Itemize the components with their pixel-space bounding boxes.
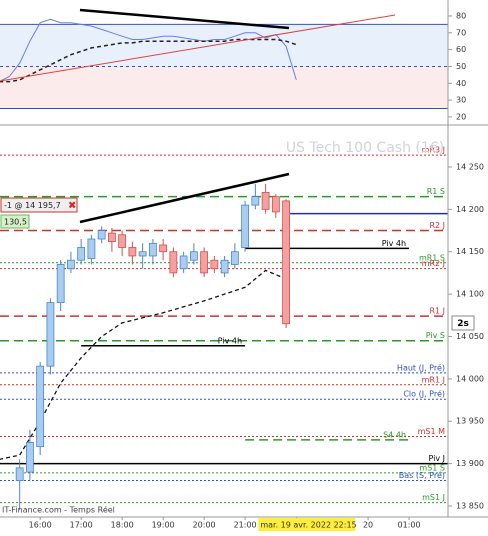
candle-body bbox=[148, 242, 157, 257]
chart-title: US Tech 100 Cash (1€) bbox=[286, 140, 444, 156]
moving-average bbox=[0, 269, 287, 460]
candle-body bbox=[67, 259, 75, 270]
position-box[interactable] bbox=[0, 197, 78, 213]
level-label: Piv 4h bbox=[382, 239, 406, 248]
position-label[interactable]: -1 @ 14 195,7 bbox=[4, 201, 61, 210]
x-tick-label: 19:00 bbox=[152, 521, 175, 530]
candle-body bbox=[26, 442, 34, 473]
candle-body bbox=[36, 365, 45, 448]
level-label: mR1 J bbox=[422, 375, 445, 384]
level-label: mS1 M bbox=[418, 427, 446, 436]
level-label: R1 J bbox=[429, 307, 445, 316]
x-tick-label: 20 bbox=[363, 521, 373, 530]
level-label: Clo (J, Pré) bbox=[403, 389, 445, 399]
candle-body bbox=[138, 251, 147, 257]
y-tick-label: 70 bbox=[456, 28, 466, 37]
price-trendline bbox=[79, 172, 290, 224]
close-icon[interactable]: ✖ bbox=[68, 201, 76, 212]
y-tick-label: 13 900 bbox=[456, 459, 484, 468]
level-label: Piv J bbox=[428, 454, 445, 463]
candle-body bbox=[261, 192, 270, 210]
level-label: mR2 J bbox=[422, 259, 445, 268]
y-tick-label: 50 bbox=[456, 62, 466, 71]
candle-body bbox=[77, 247, 86, 261]
rsi-upper-zone bbox=[0, 25, 448, 67]
candle-body bbox=[118, 234, 127, 248]
countdown-label: 2s bbox=[457, 319, 469, 329]
x-tick-label: 18:00 bbox=[111, 521, 134, 530]
y-tick-label: 30 bbox=[456, 96, 466, 105]
level-label: Bas (S, Pré) bbox=[399, 470, 445, 480]
candle-body bbox=[46, 302, 55, 367]
rsi-lower-zone bbox=[0, 67, 448, 108]
candle-body bbox=[230, 251, 239, 265]
y-tick-label: 13 950 bbox=[456, 417, 484, 426]
candle-body bbox=[87, 238, 96, 259]
candle-body bbox=[169, 251, 178, 274]
rsi-divergence-line bbox=[79, 8, 290, 30]
y-tick-label: 14 150 bbox=[456, 247, 484, 256]
candle-body bbox=[200, 251, 209, 274]
pnl-box bbox=[0, 214, 30, 229]
candle-body bbox=[210, 259, 219, 270]
candle-body bbox=[107, 232, 116, 242]
candle-body bbox=[271, 196, 280, 213]
y-tick-label: 20 bbox=[456, 112, 466, 121]
y-tick-label: 14 050 bbox=[456, 332, 484, 341]
level-label: R1 S bbox=[427, 187, 445, 196]
rsi-trendline bbox=[0, 14, 396, 82]
x-tick-label: 17:00 bbox=[70, 521, 93, 530]
y-tick-label: 60 bbox=[456, 45, 466, 54]
x-tick-label: 01:00 bbox=[398, 521, 421, 530]
level-label: mS1 S bbox=[419, 463, 445, 472]
x-tick-highlight bbox=[258, 518, 356, 531]
x-tick-label: 16:00 bbox=[29, 521, 52, 530]
level-label: Piv S bbox=[426, 331, 445, 340]
source-label: IT-Finance.com - Temps Réel bbox=[2, 505, 115, 515]
candle-body bbox=[179, 255, 188, 270]
level-label: mR1 S bbox=[419, 253, 445, 262]
level-label: Piv 4h bbox=[218, 336, 242, 345]
x-tick-label: 20:00 bbox=[193, 521, 216, 530]
y-tick-label: 40 bbox=[456, 79, 466, 88]
y-tick-label: 13 850 bbox=[456, 501, 484, 510]
level-label: mR3 J bbox=[422, 146, 445, 155]
y-tick-label: 14 200 bbox=[456, 205, 484, 214]
candle-body bbox=[97, 230, 106, 240]
level-label: mS1 J bbox=[422, 493, 445, 502]
rsi-line bbox=[0, 18, 297, 82]
pnl-label: 130,5 bbox=[4, 218, 27, 227]
y-tick-label: 80 bbox=[456, 11, 466, 20]
candle-body bbox=[159, 244, 168, 253]
candle-body bbox=[251, 196, 260, 206]
x-tick-label: 21:00 bbox=[234, 521, 257, 530]
candle-body bbox=[241, 204, 250, 248]
candle-body bbox=[56, 264, 65, 303]
level-label: R2 J bbox=[429, 221, 445, 230]
candle-body bbox=[189, 251, 198, 261]
candle-body bbox=[128, 247, 137, 257]
candle-body bbox=[220, 259, 229, 274]
level-label: S4 4h bbox=[383, 430, 406, 439]
candle-body bbox=[15, 467, 24, 481]
y-tick-label: 14 250 bbox=[456, 162, 484, 171]
candle-body bbox=[282, 200, 290, 325]
countdown-box bbox=[451, 315, 475, 331]
x-tick-label: mar. 19 avr. 2022 22:15 bbox=[260, 521, 356, 530]
y-tick-label: 14 000 bbox=[456, 374, 484, 383]
level-label: Haut (J, Pré) bbox=[397, 362, 445, 372]
y-tick-label: 14 100 bbox=[456, 290, 484, 299]
